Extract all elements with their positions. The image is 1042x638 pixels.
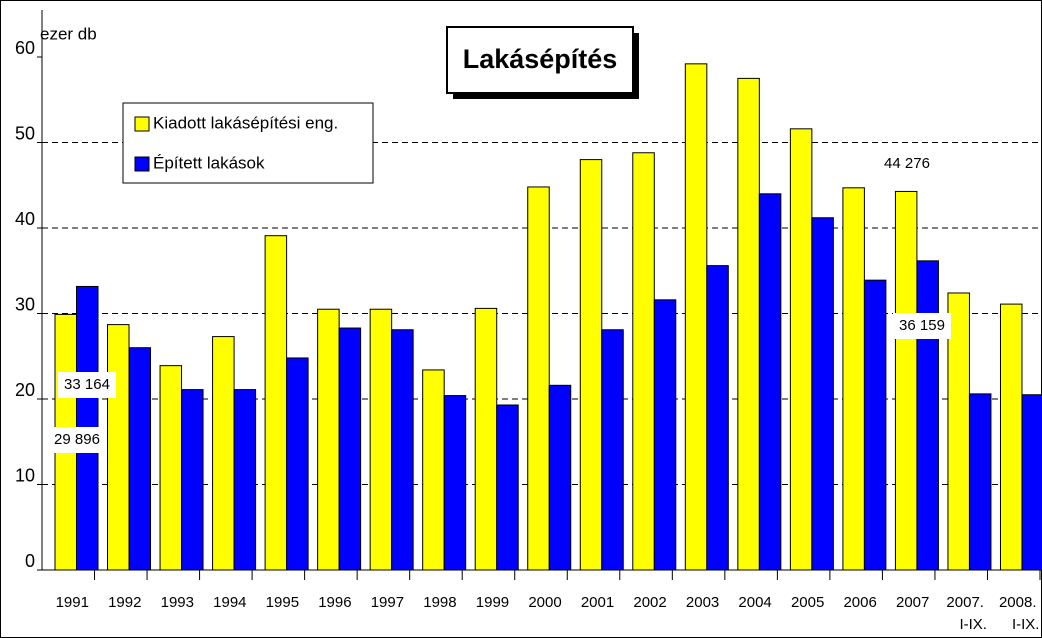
x-tick-label: 1999: [476, 594, 509, 611]
title-box: [446, 26, 634, 94]
bar: [443, 395, 467, 571]
bar: [1021, 394, 1042, 571]
legend-swatch: [134, 116, 150, 132]
x-tick-label: 1991: [56, 594, 89, 611]
x-tick-label: 1997: [371, 594, 404, 611]
bar: [579, 159, 603, 571]
x-tick-label: 2008. I-IX.: [999, 594, 1040, 633]
bar: [286, 357, 309, 571]
y-tick-label: 50: [15, 123, 35, 143]
bar: [999, 303, 1023, 571]
bar: [737, 77, 760, 571]
x-tick-label: 2005: [791, 594, 824, 611]
x-tick-label: 2004: [738, 594, 771, 611]
x-tick-label: 1993: [161, 594, 194, 611]
bar: [789, 128, 813, 571]
bar: [527, 186, 550, 571]
x-tick-label: 2007: [896, 594, 929, 611]
bar: [474, 307, 498, 571]
value-label: 29 896: [54, 431, 100, 448]
bar: [369, 308, 393, 571]
legend-label: Kiadott lakásépítési eng.: [153, 113, 338, 132]
value-label: 36 159: [899, 317, 945, 334]
bar: [548, 384, 572, 571]
x-tick-label: 1996: [318, 594, 351, 611]
bar: [601, 329, 624, 571]
x-tick-label: 1998: [423, 594, 456, 611]
x-tick-label: 1995: [266, 594, 299, 611]
bar: [107, 324, 130, 571]
legend-box: [122, 102, 374, 184]
bar: [233, 389, 257, 571]
y-tick-label: 30: [15, 294, 35, 314]
y-tick-label: 60: [15, 38, 35, 58]
value-label-bg: [48, 427, 106, 453]
bar: [391, 329, 414, 571]
y-tick-label: 10: [15, 465, 35, 485]
bar: [947, 292, 970, 571]
bar: [212, 336, 235, 571]
bar: [758, 193, 782, 571]
legend-swatch: [134, 156, 150, 172]
x-tick-label: 2006: [843, 594, 876, 611]
x-tick-label: 2001: [581, 594, 614, 611]
bar: [706, 265, 729, 571]
bar: [968, 393, 992, 571]
x-tick-label: 1994: [213, 594, 246, 611]
x-tick-label: 2007. I-IX.: [946, 594, 987, 633]
bar: [159, 365, 183, 571]
bar: [863, 279, 887, 571]
value-label: 33 164: [64, 376, 110, 393]
y-tick-label: 20: [15, 380, 35, 400]
bar: [811, 217, 834, 571]
bar: [684, 63, 708, 571]
legend-label: Épített lakások: [153, 153, 265, 172]
y-axis-label: ezer db: [40, 24, 97, 43]
bar: [264, 235, 288, 571]
x-tick-label: 2002: [633, 594, 666, 611]
bar: [632, 152, 655, 571]
chart-title: Lakásépítés: [463, 44, 618, 74]
value-label-bg: [58, 372, 116, 398]
bar: [181, 389, 204, 571]
value-label: 44 276: [884, 155, 930, 172]
y-tick-label: 0: [25, 551, 35, 571]
bar: [842, 187, 865, 571]
bar: [496, 404, 519, 571]
bar: [916, 260, 939, 571]
x-tick-label: 1992: [108, 594, 141, 611]
x-tick-label: 2003: [686, 594, 719, 611]
bar: [317, 308, 340, 571]
y-tick-label: 40: [15, 209, 35, 229]
bar: [128, 347, 152, 571]
bar: [653, 299, 677, 571]
bar: [338, 327, 362, 571]
bar: [422, 369, 445, 571]
bar: [894, 190, 918, 571]
x-tick-label: 2000: [528, 594, 561, 611]
value-label-bg: [893, 313, 951, 339]
